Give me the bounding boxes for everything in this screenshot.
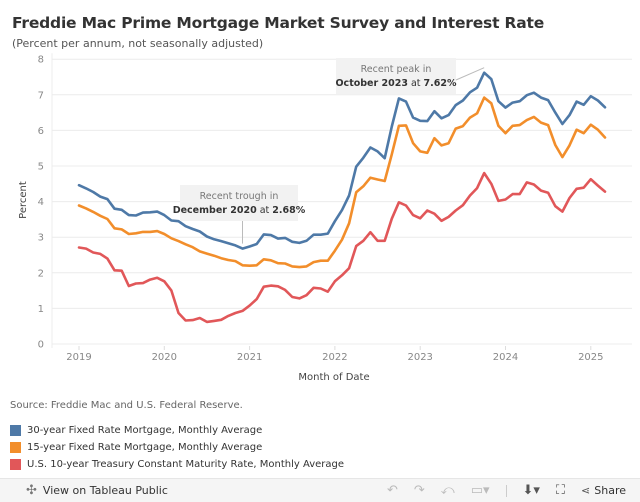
annotation-at: at xyxy=(408,78,424,89)
series-line-2 xyxy=(77,171,607,324)
y-tick-label: 3 xyxy=(38,233,44,244)
y-tick-label: 2 xyxy=(38,268,44,279)
undo-icon[interactable]: ↶ xyxy=(386,483,398,498)
annotation-0: Recent trough in December 2020 at 2.68% xyxy=(173,185,306,244)
annotation-line1: Recent peak in xyxy=(361,64,432,75)
legend-swatch-15yr xyxy=(10,442,21,453)
legend-swatch-10yr-treasury xyxy=(10,459,21,470)
x-tick-label: 2019 xyxy=(66,352,91,363)
pause-icon[interactable]: ▭▾ xyxy=(470,483,490,498)
annotation-leader-line xyxy=(455,67,485,81)
legend-label-30yr: 30-year Fixed Rate Mortgage, Monthly Ave… xyxy=(27,425,263,436)
y-tick-label: 7 xyxy=(38,90,44,101)
legend-item-30yr[interactable]: 30-year Fixed Rate Mortgage, Monthly Ave… xyxy=(10,422,344,439)
x-tick-label: 2023 xyxy=(407,352,432,363)
redo-icon[interactable]: ↷ xyxy=(413,483,425,498)
x-tick-label: 2024 xyxy=(493,352,518,363)
chart-title: Freddie Mac Prime Mortgage Market Survey… xyxy=(12,14,545,32)
y-axis-title: Percent xyxy=(18,181,29,219)
annotation-at: at xyxy=(257,205,273,216)
view-on-tableau-label: View on Tableau Public xyxy=(42,484,168,497)
x-tick-label: 2021 xyxy=(237,352,262,363)
annotation-value: 7.62% xyxy=(424,78,457,89)
x-tick-label: 2022 xyxy=(322,352,347,363)
x-tick-label: 2020 xyxy=(152,352,177,363)
legend-swatch-30yr xyxy=(10,425,21,436)
y-tick-label: 1 xyxy=(38,304,44,315)
annotation-box xyxy=(336,58,456,94)
series-line-1 xyxy=(77,96,607,269)
legend-label-15yr: 15-year Fixed Rate Mortgage, Monthly Ave… xyxy=(27,442,263,453)
series-lines xyxy=(77,71,607,324)
tableau-toolbar: ✣ View on Tableau Public ↶ ↷ ⤺ ▭▾ ⬇▾ ⛶ ⋖… xyxy=(0,478,640,502)
y-tick-label: 0 xyxy=(38,340,44,351)
y-tick-label: 4 xyxy=(38,197,44,208)
x-axis-ticks: 2019 2020 2021 2022 2023 2024 2025 xyxy=(66,346,604,363)
y-tick-label: 6 xyxy=(38,126,44,137)
chart-subtitle: (Percent per annum, not seasonally adjus… xyxy=(12,37,264,50)
annotation-line1: Recent trough in xyxy=(200,191,279,202)
toolbar-divider xyxy=(505,484,507,497)
fullscreen-icon[interactable]: ⛶ xyxy=(555,483,566,498)
annotation-date: December 2020 xyxy=(173,205,257,216)
legend-item-10yr-treasury[interactable]: U.S. 10-year Treasury Constant Maturity … xyxy=(10,456,344,473)
legend-item-15yr[interactable]: 15-year Fixed Rate Mortgage, Monthly Ave… xyxy=(10,439,344,456)
annotation-line2: December 2020 at 2.68% xyxy=(173,205,306,216)
source-note: Source: Freddie Mac and U.S. Federal Res… xyxy=(10,400,243,411)
x-axis-title: Month of Date xyxy=(298,372,369,383)
annotation-line2: October 2023 at 7.62% xyxy=(335,78,456,89)
view-on-tableau-public-link[interactable]: ✣ View on Tableau Public xyxy=(26,483,168,498)
share-label: Share xyxy=(594,484,626,497)
tableau-logo-icon: ✣ xyxy=(26,483,37,498)
y-tick-label: 5 xyxy=(38,162,44,173)
y-axis-ticks: 0 1 2 3 4 5 6 7 8 xyxy=(38,55,44,351)
series-line-0 xyxy=(77,71,607,250)
annotation-box xyxy=(180,185,298,221)
annotation-value: 2.68% xyxy=(272,205,305,216)
download-icon[interactable]: ⬇▾ xyxy=(522,483,540,498)
legend: 30-year Fixed Rate Mortgage, Monthly Ave… xyxy=(10,422,344,473)
share-button[interactable]: ⋖ Share xyxy=(581,484,626,497)
share-icon: ⋖ xyxy=(581,484,591,497)
y-tick-label: 8 xyxy=(38,55,44,66)
gridlines xyxy=(51,53,632,348)
legend-label-10yr-treasury: U.S. 10-year Treasury Constant Maturity … xyxy=(27,459,345,470)
x-tick-label: 2025 xyxy=(578,352,603,363)
annotation-1: Recent peak in October 2023 at 7.62% xyxy=(335,58,485,94)
line-chart: 0 1 2 3 4 5 6 7 8 2019 2020 2021 2022 2023 2024 2025 P… xyxy=(18,53,632,383)
annotation-date: October 2023 xyxy=(335,78,407,89)
revert-icon[interactable]: ⤺ xyxy=(440,483,455,498)
